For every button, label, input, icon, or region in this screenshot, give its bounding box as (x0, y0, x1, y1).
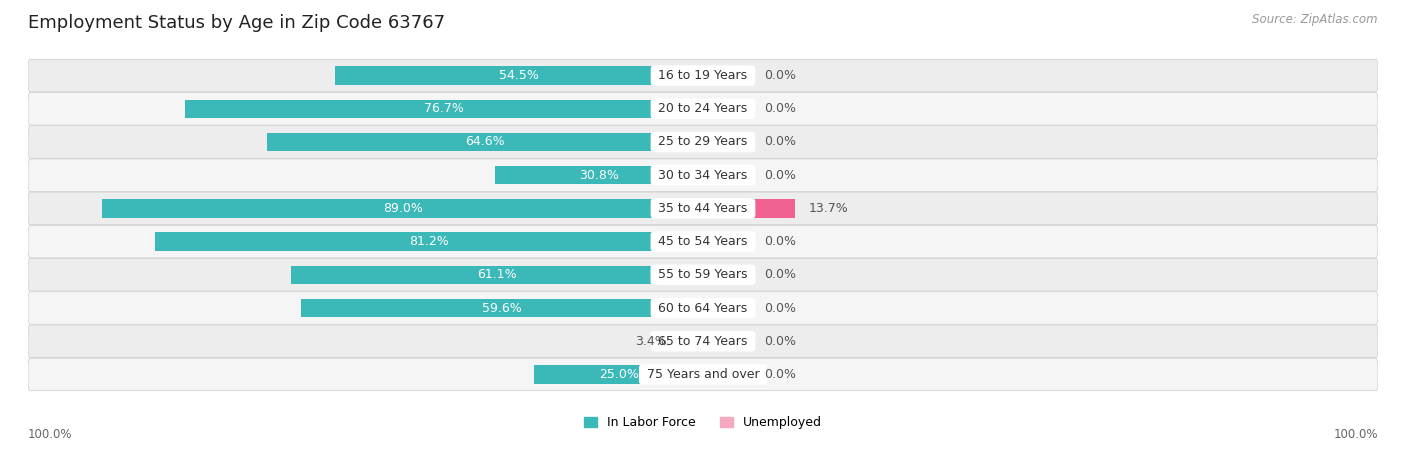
Bar (495, 166, 703, 184)
Text: 0.0%: 0.0% (763, 69, 796, 82)
Text: 30.8%: 30.8% (579, 169, 619, 182)
Text: 64.6%: 64.6% (465, 135, 505, 148)
Text: 20 to 24 Years: 20 to 24 Years (654, 102, 752, 115)
Text: Source: ZipAtlas.com: Source: ZipAtlas.com (1253, 14, 1378, 27)
FancyBboxPatch shape (28, 59, 1378, 92)
FancyBboxPatch shape (28, 358, 1378, 391)
Text: Employment Status by Age in Zip Code 63767: Employment Status by Age in Zip Code 637… (28, 14, 446, 32)
Bar (534, 365, 703, 383)
Text: 61.1%: 61.1% (477, 268, 516, 281)
FancyBboxPatch shape (28, 192, 1378, 225)
Text: 13.7%: 13.7% (808, 202, 849, 215)
Text: 0.0%: 0.0% (763, 135, 796, 148)
Text: 30 to 34 Years: 30 to 34 Years (654, 169, 752, 182)
Text: 76.7%: 76.7% (425, 102, 464, 115)
Text: 100.0%: 100.0% (1333, 428, 1378, 441)
Text: 60 to 64 Years: 60 to 64 Years (654, 302, 752, 315)
Text: 0.0%: 0.0% (763, 302, 796, 315)
FancyBboxPatch shape (28, 225, 1378, 258)
Bar (267, 133, 703, 151)
Bar (703, 199, 796, 217)
Bar (335, 67, 703, 85)
Text: 59.6%: 59.6% (482, 302, 522, 315)
Text: 0.0%: 0.0% (763, 335, 796, 348)
Bar (703, 365, 751, 383)
Text: 89.0%: 89.0% (382, 202, 423, 215)
Bar (703, 99, 751, 118)
Text: 0.0%: 0.0% (763, 102, 796, 115)
Bar (703, 133, 751, 151)
Text: 45 to 54 Years: 45 to 54 Years (654, 235, 752, 248)
Text: 16 to 19 Years: 16 to 19 Years (654, 69, 752, 82)
FancyBboxPatch shape (28, 325, 1378, 357)
Text: 0.0%: 0.0% (763, 169, 796, 182)
Text: 3.4%: 3.4% (634, 335, 666, 348)
Text: 0.0%: 0.0% (763, 235, 796, 248)
Text: 65 to 74 Years: 65 to 74 Years (654, 335, 752, 348)
Text: 100.0%: 100.0% (28, 428, 73, 441)
FancyBboxPatch shape (28, 159, 1378, 191)
Text: 75 Years and over: 75 Years and over (643, 368, 763, 381)
Text: 54.5%: 54.5% (499, 69, 538, 82)
Bar (703, 266, 751, 284)
Legend: In Labor Force, Unemployed: In Labor Force, Unemployed (579, 411, 827, 434)
Text: 25.0%: 25.0% (599, 368, 638, 381)
Text: 25 to 29 Years: 25 to 29 Years (654, 135, 752, 148)
Bar (186, 99, 703, 118)
FancyBboxPatch shape (28, 93, 1378, 125)
FancyBboxPatch shape (28, 292, 1378, 324)
Bar (703, 299, 751, 317)
Text: 0.0%: 0.0% (763, 368, 796, 381)
Text: 55 to 59 Years: 55 to 59 Years (654, 268, 752, 281)
Bar (155, 233, 703, 251)
FancyBboxPatch shape (28, 126, 1378, 158)
Bar (703, 233, 751, 251)
Text: 35 to 44 Years: 35 to 44 Years (654, 202, 752, 215)
Text: 81.2%: 81.2% (409, 235, 449, 248)
Bar (301, 299, 703, 317)
Text: 0.0%: 0.0% (763, 268, 796, 281)
Bar (681, 332, 703, 351)
Bar (291, 266, 703, 284)
Bar (103, 199, 703, 217)
Bar (703, 332, 751, 351)
FancyBboxPatch shape (28, 259, 1378, 291)
Bar (703, 67, 751, 85)
Bar (703, 166, 751, 184)
